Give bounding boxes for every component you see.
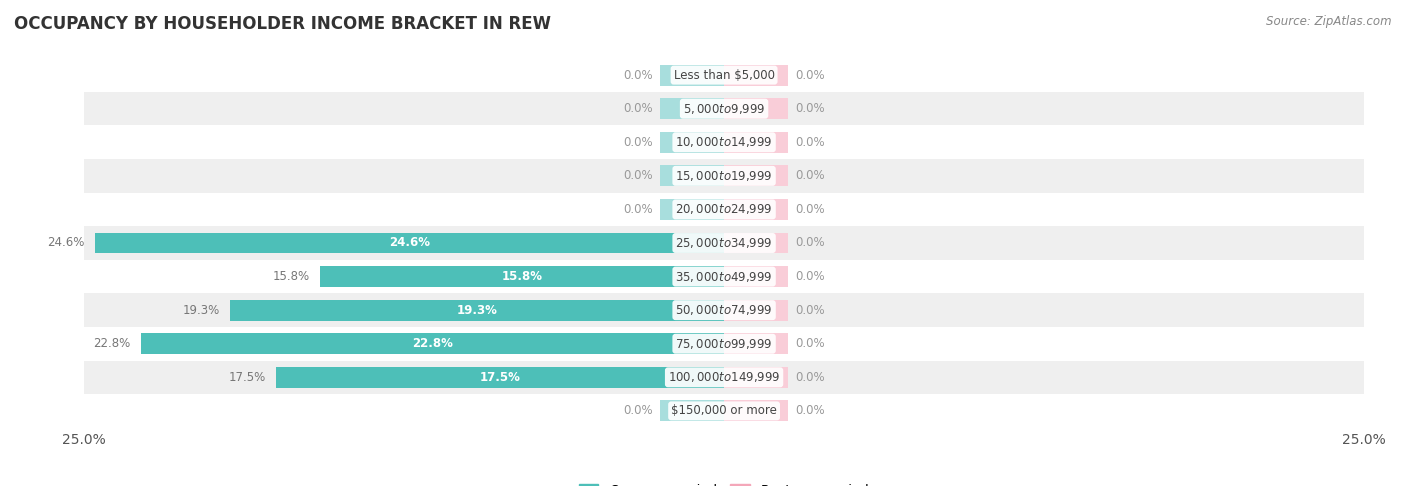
Bar (724, 400, 787, 421)
Bar (661, 233, 724, 253)
Text: 0.0%: 0.0% (796, 270, 825, 283)
Text: 0.0%: 0.0% (796, 237, 825, 249)
Text: 0.0%: 0.0% (623, 203, 652, 216)
Text: $25,000 to $34,999: $25,000 to $34,999 (675, 236, 773, 250)
Text: 0.0%: 0.0% (623, 136, 652, 149)
Bar (661, 266, 724, 287)
Bar (84, 92, 1364, 125)
Bar (84, 192, 1364, 226)
Text: 17.5%: 17.5% (229, 371, 266, 384)
Bar (84, 394, 1364, 428)
Bar (661, 333, 724, 354)
Text: OCCUPANCY BY HOUSEHOLDER INCOME BRACKET IN REW: OCCUPANCY BY HOUSEHOLDER INCOME BRACKET … (14, 15, 551, 33)
Text: $75,000 to $99,999: $75,000 to $99,999 (675, 337, 773, 351)
Text: 17.5%: 17.5% (479, 371, 520, 384)
Bar (661, 98, 724, 119)
Text: 0.0%: 0.0% (796, 136, 825, 149)
Bar (661, 132, 724, 153)
Text: 0.0%: 0.0% (796, 304, 825, 317)
Bar (724, 98, 787, 119)
Text: $15,000 to $19,999: $15,000 to $19,999 (675, 169, 773, 183)
Bar (724, 233, 787, 253)
Text: 19.3%: 19.3% (457, 304, 498, 317)
Text: 0.0%: 0.0% (623, 169, 652, 182)
Bar (84, 58, 1364, 92)
Text: 15.8%: 15.8% (273, 270, 309, 283)
Text: 0.0%: 0.0% (796, 371, 825, 384)
Legend: Owner-occupied, Renter-occupied: Owner-occupied, Renter-occupied (574, 479, 875, 486)
Bar (84, 260, 1364, 294)
Bar (724, 165, 787, 186)
Bar (724, 65, 787, 86)
Text: $150,000 or more: $150,000 or more (671, 404, 778, 417)
Text: Source: ZipAtlas.com: Source: ZipAtlas.com (1267, 15, 1392, 28)
Text: 0.0%: 0.0% (623, 102, 652, 115)
Bar (84, 294, 1364, 327)
Text: 24.6%: 24.6% (46, 237, 84, 249)
Bar (724, 266, 787, 287)
Text: 0.0%: 0.0% (796, 337, 825, 350)
Bar (84, 159, 1364, 192)
Bar (661, 300, 724, 321)
Bar (84, 226, 1364, 260)
Bar (276, 367, 724, 388)
Text: $20,000 to $24,999: $20,000 to $24,999 (675, 203, 773, 216)
Text: 0.0%: 0.0% (623, 404, 652, 417)
Text: 22.8%: 22.8% (93, 337, 131, 350)
Text: 0.0%: 0.0% (796, 102, 825, 115)
Bar (84, 125, 1364, 159)
Text: 0.0%: 0.0% (796, 404, 825, 417)
Text: 22.8%: 22.8% (412, 337, 453, 350)
Bar (661, 199, 724, 220)
Bar (724, 300, 787, 321)
Text: $35,000 to $49,999: $35,000 to $49,999 (675, 270, 773, 283)
Bar (724, 333, 787, 354)
Bar (724, 367, 787, 388)
Bar (661, 65, 724, 86)
Bar (231, 300, 724, 321)
Bar (661, 400, 724, 421)
Text: $50,000 to $74,999: $50,000 to $74,999 (675, 303, 773, 317)
Bar (724, 199, 787, 220)
Bar (94, 233, 724, 253)
Text: $5,000 to $9,999: $5,000 to $9,999 (683, 102, 765, 116)
Text: 0.0%: 0.0% (796, 203, 825, 216)
Text: 0.0%: 0.0% (796, 69, 825, 82)
Text: Less than $5,000: Less than $5,000 (673, 69, 775, 82)
Bar (319, 266, 724, 287)
Text: $10,000 to $14,999: $10,000 to $14,999 (675, 135, 773, 149)
Bar (661, 367, 724, 388)
Bar (84, 327, 1364, 361)
Bar (84, 361, 1364, 394)
Text: 15.8%: 15.8% (502, 270, 543, 283)
Text: 0.0%: 0.0% (796, 169, 825, 182)
Bar (724, 132, 787, 153)
Text: 0.0%: 0.0% (623, 69, 652, 82)
Bar (141, 333, 724, 354)
Bar (661, 165, 724, 186)
Text: $100,000 to $149,999: $100,000 to $149,999 (668, 370, 780, 384)
Text: 19.3%: 19.3% (183, 304, 219, 317)
Text: 24.6%: 24.6% (389, 237, 430, 249)
